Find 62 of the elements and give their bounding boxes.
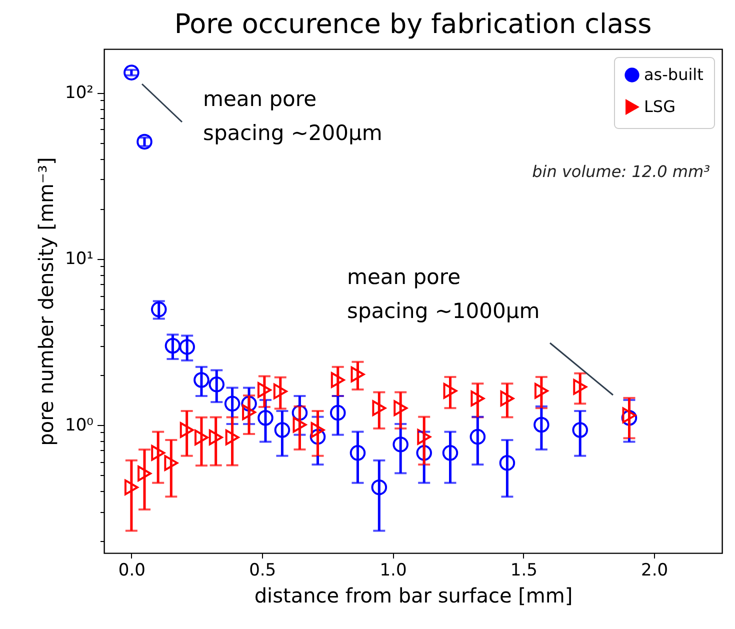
point	[350, 445, 366, 461]
point	[194, 430, 208, 446]
point	[417, 428, 432, 445]
point	[310, 422, 325, 438]
point	[292, 416, 307, 433]
point	[500, 390, 514, 406]
point	[330, 404, 346, 421]
point	[534, 416, 550, 433]
point	[330, 372, 345, 388]
point	[124, 479, 138, 496]
point	[470, 390, 485, 406]
point	[241, 396, 257, 412]
point	[273, 383, 288, 400]
point	[621, 410, 638, 426]
point	[350, 366, 365, 382]
point	[164, 338, 181, 354]
point	[180, 422, 194, 438]
point	[164, 455, 178, 471]
point	[257, 382, 272, 398]
point	[470, 428, 486, 445]
point	[208, 429, 223, 446]
point	[208, 376, 225, 392]
point	[622, 407, 636, 424]
chart-title: Pore occurence by fabrication class	[174, 9, 652, 40]
point	[499, 455, 516, 471]
point	[534, 382, 548, 399]
annotation: mean pore spacing ~200µm	[203, 87, 382, 145]
point	[371, 479, 388, 496]
point	[416, 445, 432, 461]
legend-label: LSG	[644, 97, 676, 116]
x-tick-label: 1.5	[510, 560, 538, 580]
point	[138, 466, 152, 482]
point	[225, 429, 240, 446]
point	[372, 400, 386, 416]
x-axis-title: distance from bar surface [mm]	[254, 584, 573, 608]
point	[292, 404, 308, 421]
x-tick-label: 0.5	[249, 560, 276, 580]
y-axis-title: pore number density [mm⁻³]	[34, 157, 58, 446]
point	[124, 64, 140, 80]
point	[573, 379, 588, 395]
point	[179, 339, 195, 355]
point	[572, 422, 588, 438]
annotation: mean pore spacing ~1000µm	[347, 265, 540, 323]
legend-label: as-built	[644, 65, 704, 84]
point	[224, 396, 240, 412]
y-tick-label: 10¹	[65, 249, 94, 270]
y-tick-label: 10⁰	[65, 415, 94, 436]
point	[194, 372, 210, 388]
point	[242, 404, 256, 420]
point	[392, 436, 408, 452]
x-tick-label: 1.0	[380, 560, 407, 580]
point	[274, 422, 290, 438]
point	[394, 400, 408, 416]
annotation: bin volume: 12.0 mm³	[532, 162, 710, 181]
y-tick-label: 10²	[65, 83, 94, 104]
point	[258, 410, 274, 426]
x-tick-label: 0.0	[118, 560, 146, 580]
point	[310, 428, 326, 445]
point	[443, 382, 458, 399]
x-tick-label: 2.0	[641, 560, 668, 580]
point	[442, 445, 458, 461]
point	[151, 445, 166, 461]
